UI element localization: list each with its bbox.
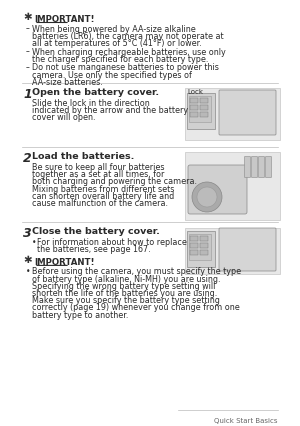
- Text: ✱: ✱: [23, 256, 32, 265]
- FancyBboxPatch shape: [219, 228, 276, 271]
- Text: 1: 1: [23, 88, 32, 101]
- Text: When charging rechargeable batteries, use only: When charging rechargeable batteries, us…: [32, 48, 226, 57]
- Text: AA-size batteries.: AA-size batteries.: [32, 78, 103, 87]
- Text: –: –: [26, 25, 30, 34]
- FancyBboxPatch shape: [200, 105, 208, 110]
- Text: the charger specified for each battery type.: the charger specified for each battery t…: [32, 55, 208, 64]
- FancyBboxPatch shape: [185, 152, 280, 220]
- FancyBboxPatch shape: [200, 250, 208, 255]
- Text: Open the battery cover.: Open the battery cover.: [32, 88, 159, 97]
- Circle shape: [197, 187, 217, 207]
- Text: cause malfunction of the camera.: cause malfunction of the camera.: [32, 199, 168, 208]
- Text: cover will open.: cover will open.: [32, 113, 95, 122]
- FancyBboxPatch shape: [190, 98, 198, 103]
- Text: IMPORTANT!: IMPORTANT!: [34, 258, 94, 267]
- FancyBboxPatch shape: [185, 228, 280, 274]
- Circle shape: [192, 182, 222, 212]
- Text: 2: 2: [23, 152, 32, 165]
- FancyBboxPatch shape: [219, 90, 276, 135]
- Text: Mixing batteries from different sets: Mixing batteries from different sets: [32, 184, 174, 193]
- Text: both charging and powering the camera.: both charging and powering the camera.: [32, 177, 197, 187]
- FancyBboxPatch shape: [187, 93, 215, 129]
- Text: can shorten overall battery life and: can shorten overall battery life and: [32, 192, 174, 201]
- Text: Load the batteries.: Load the batteries.: [32, 152, 134, 161]
- FancyBboxPatch shape: [190, 236, 198, 241]
- FancyBboxPatch shape: [189, 96, 211, 122]
- Text: indicated by the arrow and the battery: indicated by the arrow and the battery: [32, 106, 188, 115]
- Text: Make sure you specify the battery type setting: Make sure you specify the battery type s…: [32, 296, 220, 305]
- FancyBboxPatch shape: [190, 243, 198, 248]
- Text: camera. Use only the specified types of: camera. Use only the specified types of: [32, 71, 192, 80]
- Text: the batteries, see page 167.: the batteries, see page 167.: [37, 245, 151, 254]
- FancyBboxPatch shape: [200, 243, 208, 248]
- Text: For information about how to replace: For information about how to replace: [37, 238, 187, 247]
- Text: Be sure to keep all four batteries: Be sure to keep all four batteries: [32, 163, 164, 172]
- Text: all at temperatures of 5°C (41°F) or lower.: all at temperatures of 5°C (41°F) or low…: [32, 39, 202, 48]
- Text: 3: 3: [23, 227, 32, 240]
- Text: battery type to another.: battery type to another.: [32, 311, 128, 320]
- Text: •: •: [32, 238, 37, 247]
- FancyBboxPatch shape: [190, 250, 198, 255]
- FancyBboxPatch shape: [189, 234, 211, 260]
- Text: of battery type (alkaline, Ni-MH) you are using.: of battery type (alkaline, Ni-MH) you ar…: [32, 275, 220, 284]
- Text: Slide the lock in the direction: Slide the lock in the direction: [32, 99, 150, 108]
- FancyBboxPatch shape: [251, 156, 257, 178]
- Text: Specifying the wrong battery type setting will: Specifying the wrong battery type settin…: [32, 282, 215, 291]
- Text: Close the battery cover.: Close the battery cover.: [32, 227, 160, 236]
- FancyBboxPatch shape: [190, 112, 198, 117]
- Text: correctly (page 19) whenever you change from one: correctly (page 19) whenever you change …: [32, 303, 240, 312]
- Text: Quick Start Basics: Quick Start Basics: [214, 418, 278, 424]
- FancyBboxPatch shape: [185, 88, 280, 140]
- Text: IMPORTANT!: IMPORTANT!: [34, 15, 94, 24]
- FancyBboxPatch shape: [200, 98, 208, 103]
- Text: When being powered by AA-size alkaline: When being powered by AA-size alkaline: [32, 25, 196, 34]
- FancyBboxPatch shape: [244, 156, 250, 178]
- Text: Lock: Lock: [187, 89, 203, 95]
- Text: •: •: [26, 268, 31, 276]
- FancyBboxPatch shape: [259, 156, 265, 178]
- FancyBboxPatch shape: [187, 231, 215, 267]
- Text: shorten the life of the batteries you are using.: shorten the life of the batteries you ar…: [32, 289, 217, 298]
- FancyBboxPatch shape: [266, 156, 272, 178]
- Text: Do not use manganese batteries to power this: Do not use manganese batteries to power …: [32, 63, 219, 72]
- Text: –: –: [26, 63, 30, 72]
- FancyBboxPatch shape: [200, 236, 208, 241]
- Text: together as a set at all times, for: together as a set at all times, for: [32, 170, 164, 179]
- Text: ✱: ✱: [23, 12, 32, 23]
- Text: Before using the camera, you must specify the type: Before using the camera, you must specif…: [32, 268, 241, 276]
- FancyBboxPatch shape: [188, 165, 247, 214]
- FancyBboxPatch shape: [190, 105, 198, 110]
- Text: batteries (LR6), the camera may not operate at: batteries (LR6), the camera may not oper…: [32, 32, 224, 41]
- Text: –: –: [26, 48, 30, 57]
- FancyBboxPatch shape: [200, 112, 208, 117]
